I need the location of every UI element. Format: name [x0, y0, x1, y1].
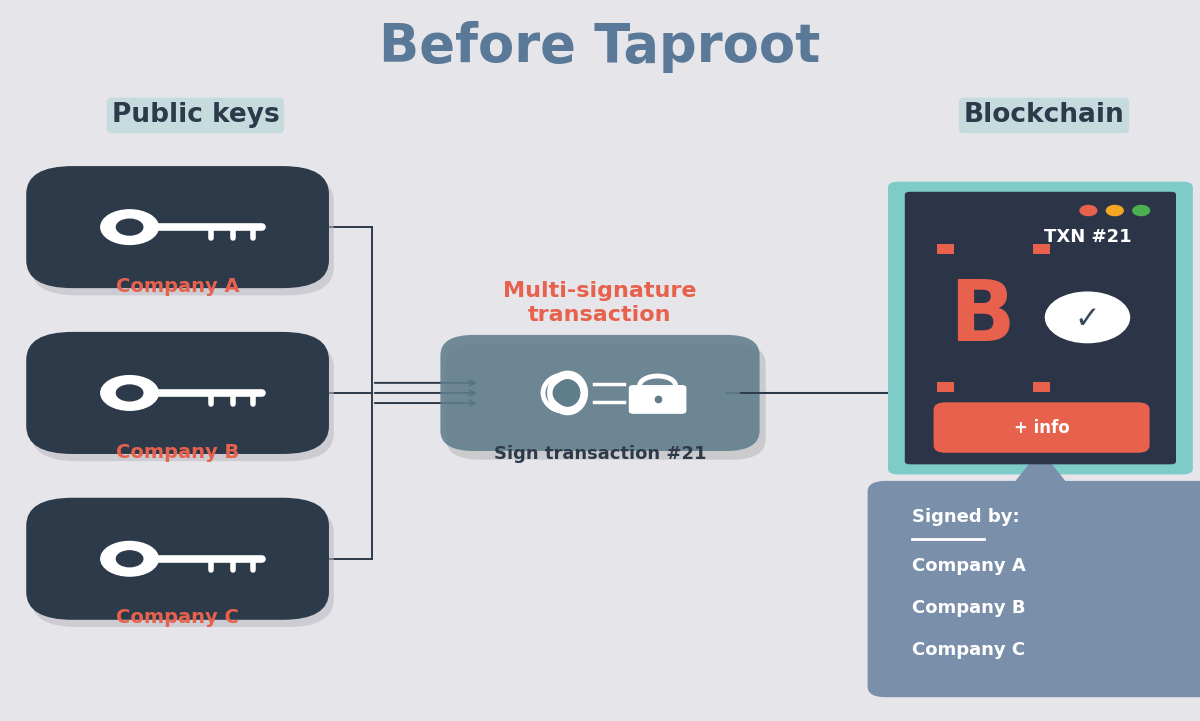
- Text: Company A: Company A: [912, 557, 1026, 575]
- FancyBboxPatch shape: [440, 335, 760, 451]
- Text: Company C: Company C: [912, 641, 1025, 658]
- FancyBboxPatch shape: [26, 166, 329, 288]
- Text: Company A: Company A: [115, 277, 240, 296]
- Text: Signed by:: Signed by:: [912, 508, 1020, 526]
- FancyBboxPatch shape: [937, 244, 954, 254]
- Polygon shape: [556, 380, 580, 406]
- Text: Blockchain: Blockchain: [964, 102, 1124, 128]
- Polygon shape: [1007, 450, 1074, 492]
- Circle shape: [1133, 205, 1150, 216]
- FancyBboxPatch shape: [1033, 244, 1050, 254]
- Polygon shape: [556, 380, 580, 406]
- Circle shape: [101, 541, 158, 576]
- Text: B: B: [949, 276, 1014, 359]
- FancyBboxPatch shape: [868, 481, 1200, 697]
- FancyBboxPatch shape: [31, 505, 334, 627]
- FancyBboxPatch shape: [629, 385, 686, 414]
- Text: + info: + info: [1014, 419, 1069, 436]
- Text: ✓: ✓: [1075, 305, 1100, 334]
- Circle shape: [116, 219, 143, 235]
- Circle shape: [1045, 292, 1129, 342]
- Polygon shape: [548, 371, 588, 415]
- FancyBboxPatch shape: [31, 173, 334, 296]
- Circle shape: [116, 385, 143, 401]
- Circle shape: [101, 210, 158, 244]
- FancyBboxPatch shape: [1033, 382, 1050, 392]
- Text: Before Taproot: Before Taproot: [379, 21, 821, 73]
- FancyBboxPatch shape: [446, 344, 766, 460]
- Circle shape: [116, 551, 143, 567]
- Text: Public keys: Public keys: [112, 102, 280, 128]
- Text: TXN #21: TXN #21: [1044, 229, 1132, 247]
- FancyBboxPatch shape: [934, 402, 1150, 453]
- FancyBboxPatch shape: [937, 382, 954, 392]
- FancyBboxPatch shape: [905, 192, 1176, 464]
- Text: Multi-signature: Multi-signature: [503, 280, 697, 301]
- Text: Company B: Company B: [912, 599, 1026, 616]
- Text: transaction: transaction: [528, 305, 672, 325]
- FancyBboxPatch shape: [26, 332, 329, 454]
- Text: Company C: Company C: [116, 609, 239, 627]
- FancyBboxPatch shape: [26, 497, 329, 620]
- Circle shape: [1106, 205, 1123, 216]
- Text: Sign transaction #21: Sign transaction #21: [493, 446, 707, 463]
- Text: Company B: Company B: [116, 443, 239, 461]
- Circle shape: [1080, 205, 1097, 216]
- FancyBboxPatch shape: [31, 339, 334, 461]
- Circle shape: [101, 376, 158, 410]
- FancyBboxPatch shape: [888, 182, 1193, 474]
